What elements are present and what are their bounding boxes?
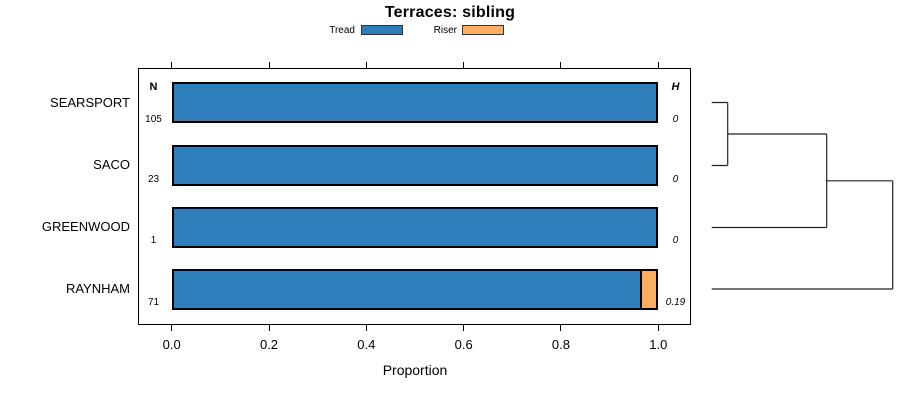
axis-tick-top [365, 62, 367, 68]
bar-segment-tread [171, 268, 642, 310]
x-axis-title: Proportion [382, 362, 448, 378]
h-value: 0 [672, 114, 679, 125]
chart-title: Terraces: sibling [384, 4, 516, 21]
axis-tick-top [560, 62, 562, 68]
axis-tick-bottom [268, 325, 270, 331]
axis-tick-top [463, 62, 465, 68]
axis-tick-bottom [560, 325, 562, 331]
axis-tick-bottom [365, 325, 367, 331]
axis-tick-label: 0.4 [357, 337, 376, 352]
n-value: 105 [145, 114, 162, 125]
category-label: SACO [93, 157, 130, 172]
axis-tick-top [171, 62, 173, 68]
axis-tick-label: 0.0 [162, 337, 181, 352]
bar-segment-tread [171, 206, 659, 248]
bar-segment-tread [171, 144, 659, 186]
n-value: 1 [150, 235, 157, 246]
category-label: SEARSPORT [50, 94, 130, 110]
bar-segment-tread [171, 82, 659, 123]
axis-tick-bottom [463, 325, 465, 331]
axis-tick-label: 0.2 [259, 337, 279, 352]
axis-tick-bottom [171, 325, 173, 331]
axis-tick-label: 0.6 [454, 337, 473, 352]
axis-tick-top [657, 62, 659, 68]
n-value: 71 [147, 297, 160, 308]
axis-tick-label: 1.0 [649, 337, 668, 352]
legend-label-riser: Riser [433, 25, 457, 36]
legend-label-tread: Tread [329, 25, 355, 36]
h-value: 0 [672, 174, 679, 185]
h-column-header: H [671, 81, 680, 93]
h-value: 0 [672, 235, 679, 246]
n-value: 23 [147, 174, 160, 185]
category-label: RAYNHAM [65, 281, 130, 296]
legend-swatch-tread [361, 25, 403, 35]
h-value: 0.19 [665, 297, 686, 308]
bar-segment-riser [639, 268, 659, 310]
axis-tick-label: 0.8 [551, 337, 570, 352]
category-label: GREENWOOD [41, 219, 130, 234]
legend-swatch-riser [462, 25, 504, 35]
n-column-header: N [149, 81, 158, 93]
axis-tick-top [268, 62, 270, 68]
axis-tick-bottom [657, 325, 659, 331]
